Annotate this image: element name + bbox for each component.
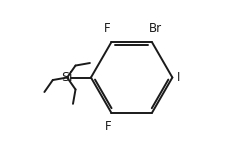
Text: Si: Si [61, 71, 73, 84]
Text: F: F [103, 22, 110, 35]
Text: Br: Br [148, 22, 161, 35]
Text: F: F [105, 120, 111, 133]
Text: I: I [176, 71, 180, 84]
